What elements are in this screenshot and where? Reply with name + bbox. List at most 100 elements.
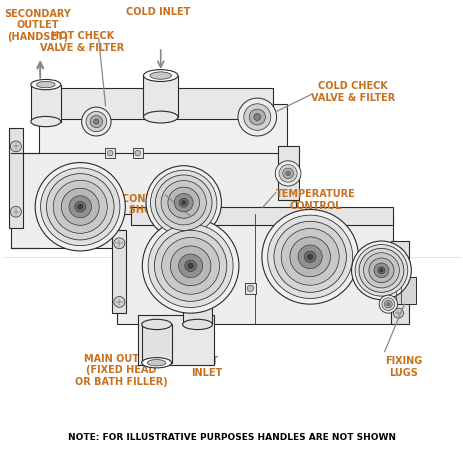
FancyBboxPatch shape bbox=[9, 128, 23, 228]
FancyBboxPatch shape bbox=[141, 324, 171, 363]
Circle shape bbox=[61, 188, 99, 225]
Text: HOT CHECK
VALVE & FILTER: HOT CHECK VALVE & FILTER bbox=[40, 31, 125, 53]
Circle shape bbox=[351, 241, 410, 300]
Ellipse shape bbox=[143, 111, 178, 123]
Circle shape bbox=[267, 215, 352, 298]
Circle shape bbox=[273, 221, 346, 292]
FancyBboxPatch shape bbox=[34, 88, 273, 119]
Circle shape bbox=[253, 114, 260, 121]
Circle shape bbox=[386, 303, 389, 306]
Circle shape bbox=[381, 298, 394, 310]
Circle shape bbox=[113, 297, 125, 307]
Circle shape bbox=[368, 258, 393, 283]
FancyBboxPatch shape bbox=[143, 76, 178, 117]
Circle shape bbox=[168, 187, 199, 218]
Circle shape bbox=[393, 308, 403, 318]
Text: NOTE: FOR ILLUSTRATIVE PURPOSES HANDLES ARE NOT SHOWN: NOTE: FOR ILLUSTRATIVE PURPOSES HANDLES … bbox=[68, 433, 395, 442]
Ellipse shape bbox=[188, 283, 206, 289]
Circle shape bbox=[275, 161, 300, 186]
Text: HOT
INLET: HOT INLET bbox=[191, 356, 222, 378]
Circle shape bbox=[354, 244, 407, 296]
Circle shape bbox=[148, 224, 232, 308]
Circle shape bbox=[188, 263, 193, 268]
FancyBboxPatch shape bbox=[277, 147, 298, 201]
FancyBboxPatch shape bbox=[105, 148, 115, 158]
Circle shape bbox=[384, 300, 391, 308]
Circle shape bbox=[178, 254, 202, 278]
Ellipse shape bbox=[37, 81, 55, 88]
Circle shape bbox=[69, 196, 91, 218]
Circle shape bbox=[86, 111, 106, 131]
Circle shape bbox=[377, 267, 384, 274]
Circle shape bbox=[184, 260, 196, 272]
Text: MAIN OUTLET
(FIXED HEAD
OR BATH FILLER): MAIN OUTLET (FIXED HEAD OR BATH FILLER) bbox=[75, 354, 168, 387]
Text: COLD INLET: COLD INLET bbox=[126, 6, 190, 16]
Circle shape bbox=[297, 245, 321, 268]
Circle shape bbox=[146, 166, 221, 240]
Circle shape bbox=[249, 109, 265, 125]
Circle shape bbox=[179, 198, 188, 207]
Ellipse shape bbox=[143, 70, 178, 81]
Circle shape bbox=[94, 119, 99, 124]
Ellipse shape bbox=[182, 319, 212, 329]
Circle shape bbox=[281, 228, 338, 285]
Ellipse shape bbox=[141, 358, 171, 368]
Circle shape bbox=[35, 162, 125, 251]
Ellipse shape bbox=[31, 116, 61, 126]
Circle shape bbox=[174, 193, 193, 212]
FancyBboxPatch shape bbox=[31, 85, 61, 121]
FancyBboxPatch shape bbox=[182, 286, 212, 324]
Circle shape bbox=[154, 230, 226, 301]
Text: FIXING
LUGS: FIXING LUGS bbox=[384, 356, 421, 378]
FancyBboxPatch shape bbox=[11, 153, 296, 248]
FancyBboxPatch shape bbox=[244, 283, 256, 294]
Circle shape bbox=[243, 104, 270, 130]
Ellipse shape bbox=[31, 80, 61, 90]
FancyBboxPatch shape bbox=[132, 148, 143, 158]
Circle shape bbox=[278, 165, 296, 182]
Ellipse shape bbox=[150, 72, 171, 79]
FancyBboxPatch shape bbox=[390, 241, 408, 324]
FancyBboxPatch shape bbox=[138, 315, 213, 365]
Circle shape bbox=[40, 168, 119, 246]
FancyBboxPatch shape bbox=[390, 277, 415, 304]
Circle shape bbox=[378, 295, 397, 313]
Text: FLOW CONTROL
(BATH & SHOWER): FLOW CONTROL (BATH & SHOWER) bbox=[80, 194, 181, 215]
Circle shape bbox=[161, 238, 219, 294]
Circle shape bbox=[181, 201, 186, 205]
Circle shape bbox=[46, 174, 114, 240]
Circle shape bbox=[247, 285, 253, 292]
Circle shape bbox=[161, 181, 206, 225]
Circle shape bbox=[379, 268, 382, 272]
Circle shape bbox=[10, 141, 21, 152]
Text: TEMPERATURE
CONTROL: TEMPERATURE CONTROL bbox=[275, 189, 355, 211]
Text: SECONDARY
OUTLET
(HANDSET): SECONDARY OUTLET (HANDSET) bbox=[4, 9, 71, 42]
Circle shape bbox=[135, 150, 140, 156]
Circle shape bbox=[261, 209, 358, 304]
Circle shape bbox=[81, 107, 111, 136]
FancyBboxPatch shape bbox=[117, 214, 392, 324]
Circle shape bbox=[155, 175, 212, 230]
Ellipse shape bbox=[147, 359, 165, 366]
Circle shape bbox=[393, 274, 403, 284]
Circle shape bbox=[113, 238, 125, 249]
Circle shape bbox=[393, 248, 403, 257]
Circle shape bbox=[373, 263, 388, 278]
Circle shape bbox=[358, 248, 403, 292]
FancyBboxPatch shape bbox=[39, 104, 287, 173]
Circle shape bbox=[142, 218, 238, 313]
Circle shape bbox=[77, 204, 83, 209]
Circle shape bbox=[238, 98, 276, 136]
Circle shape bbox=[150, 170, 216, 235]
Ellipse shape bbox=[182, 281, 212, 291]
Circle shape bbox=[282, 168, 293, 179]
Circle shape bbox=[285, 171, 290, 176]
Text: COLD CHECK
VALVE & FILTER: COLD CHECK VALVE & FILTER bbox=[310, 81, 394, 103]
Circle shape bbox=[304, 251, 315, 263]
Circle shape bbox=[107, 150, 113, 156]
Circle shape bbox=[90, 116, 102, 127]
Circle shape bbox=[363, 253, 399, 288]
Circle shape bbox=[170, 246, 211, 286]
Circle shape bbox=[289, 237, 330, 277]
Circle shape bbox=[75, 202, 86, 212]
